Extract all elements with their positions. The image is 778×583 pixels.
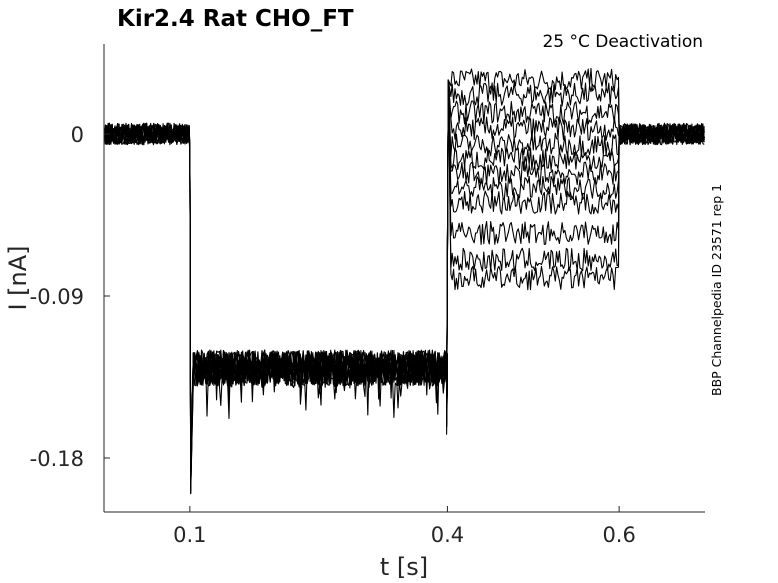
y-tick-label: -0.18 — [30, 447, 84, 471]
x-tick-label: 0.6 — [602, 523, 635, 547]
current-trace-12 — [103, 79, 705, 483]
x-axis-label: t [s] — [380, 553, 428, 581]
current-trace-8 — [103, 79, 705, 470]
y-tick-label: -0.09 — [30, 285, 84, 309]
y-axis-label: I [nA] — [4, 245, 32, 310]
chart-title: Kir2.4 Rat CHO_FT — [117, 6, 354, 32]
y-tick-label: 0 — [71, 123, 84, 147]
x-axis-ticks: 0.1 0.4 0.6 — [173, 506, 636, 547]
current-traces — [103, 67, 705, 495]
current-trace-5 — [103, 79, 705, 468]
x-tick-label: 0.1 — [173, 523, 206, 547]
x-tick-label: 0.4 — [431, 523, 464, 547]
channelpedia-id-label: BBP Channelpedia ID 23571 rep 1 — [709, 184, 724, 396]
current-trace-1 — [103, 67, 705, 487]
temperature-protocol-annotation: 25 °C Deactivation — [542, 32, 703, 52]
y-axis-ticks: 0 -0.09 -0.18 — [30, 123, 110, 471]
